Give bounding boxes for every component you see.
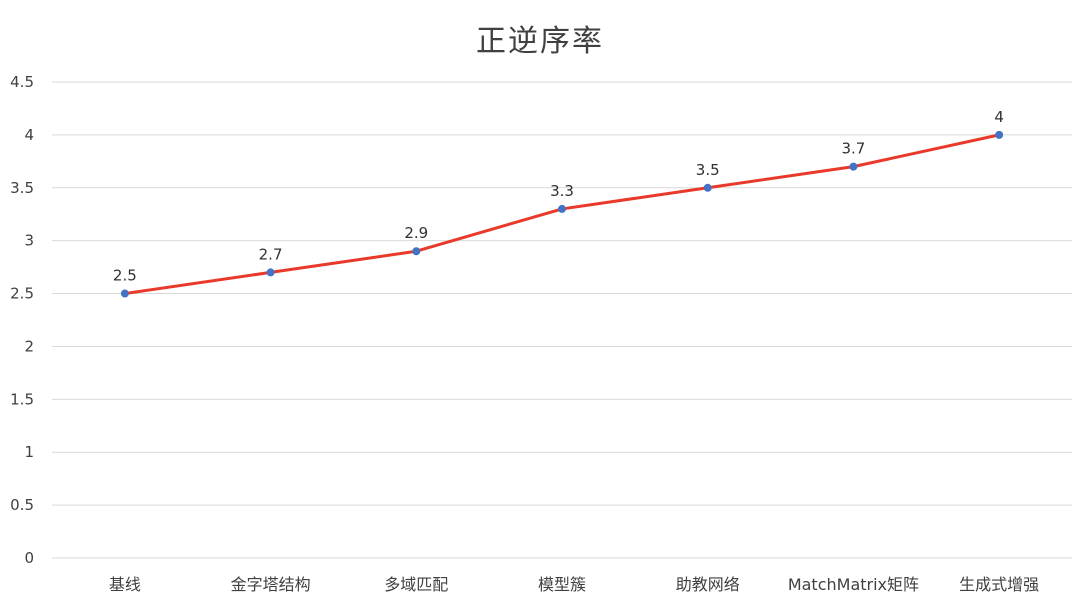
data-point [995,130,1004,139]
data-point [412,247,421,256]
data-point [558,204,566,213]
y-tick-label: 3.5 [10,179,34,197]
data-point [703,183,712,192]
y-tick-label: 4 [24,126,34,144]
data-label: 3.3 [550,182,574,200]
data-point [266,268,275,277]
y-tick-label: 1.5 [10,390,34,408]
y-tick-label: 2 [24,337,34,355]
y-tick-label: 1 [24,443,34,461]
data-label: 2.9 [404,224,428,242]
y-tick-label: 3 [24,232,34,250]
y-tick-label: 4.5 [10,73,34,91]
data-label: 3.5 [696,161,720,179]
data-point [849,162,858,171]
data-label: 3.7 [841,140,865,158]
x-tick-label: 多域匹配 [384,575,448,594]
x-tick-label: 模型簇 [538,575,586,594]
x-tick-label: 基线 [109,575,141,594]
y-tick-label: 0 [24,549,34,567]
chart-title: 正逆序率 [476,24,604,59]
y-tick-label: 0.5 [10,496,34,514]
data-label: 2.7 [259,245,283,263]
data-label: 4 [994,108,1004,126]
series-line-0 [123,133,1001,296]
x-tick-label: 金字塔结构 [231,575,311,594]
x-tick-label: MatchMatrix矩阵 [788,575,919,594]
x-tick-label: 助教网络 [676,575,740,594]
data-point [120,289,129,298]
y-tick-label: 2.5 [10,285,34,303]
data-label: 2.5 [113,267,137,285]
x-tick-label: 生成式增强 [959,575,1039,594]
